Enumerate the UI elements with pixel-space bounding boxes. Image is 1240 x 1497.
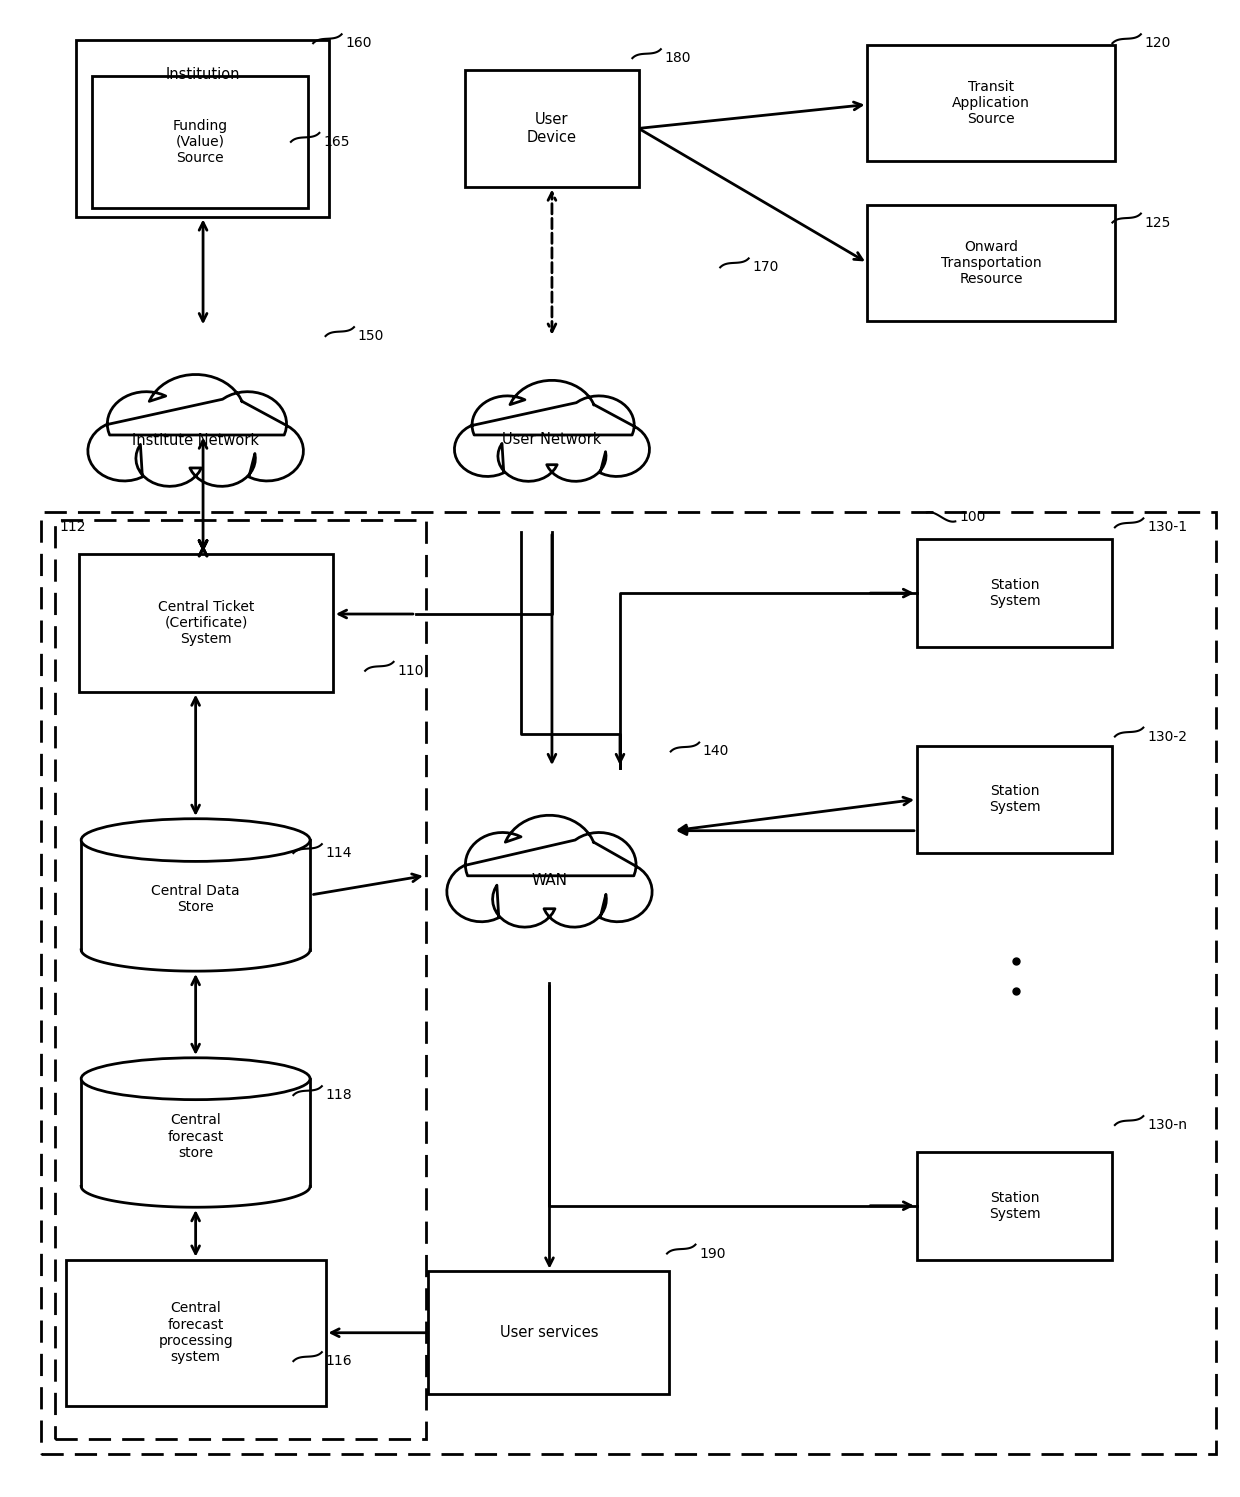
Text: 114: 114: [326, 846, 352, 861]
Ellipse shape: [81, 819, 310, 861]
Text: Central Data
Store: Central Data Store: [151, 885, 241, 915]
Bar: [66, 1259, 326, 1406]
Ellipse shape: [81, 1058, 310, 1100]
Text: Station
System: Station System: [988, 578, 1040, 608]
Bar: [81, 840, 310, 949]
Ellipse shape: [81, 819, 310, 861]
Polygon shape: [446, 816, 652, 927]
Text: 140: 140: [703, 744, 729, 759]
Text: 100: 100: [959, 510, 986, 524]
Text: Funding
(Value)
Source: Funding (Value) Source: [172, 118, 227, 165]
Text: Central
forecast
processing
system: Central forecast processing system: [159, 1301, 233, 1364]
Polygon shape: [88, 374, 304, 487]
Text: 110: 110: [397, 663, 424, 678]
Bar: [81, 1079, 310, 1186]
Bar: [428, 1271, 670, 1394]
Text: 180: 180: [665, 51, 691, 66]
Text: Institute Network: Institute Network: [133, 433, 259, 448]
Text: 130-1: 130-1: [1147, 521, 1187, 534]
Bar: [79, 554, 334, 692]
Text: Station
System: Station System: [988, 1190, 1040, 1222]
Text: 116: 116: [326, 1355, 352, 1368]
Text: 130-n: 130-n: [1147, 1118, 1187, 1132]
Text: WAN: WAN: [532, 873, 568, 888]
Text: Central Ticket
(Certificate)
System: Central Ticket (Certificate) System: [157, 600, 254, 647]
Text: 165: 165: [324, 135, 350, 148]
Bar: [55, 519, 425, 1439]
Text: 170: 170: [753, 260, 779, 274]
Text: Central
forecast
store: Central forecast store: [167, 1114, 224, 1160]
Text: Transit
Application
Source: Transit Application Source: [952, 79, 1030, 126]
Bar: [916, 746, 1112, 853]
Text: Institution: Institution: [166, 67, 241, 82]
Bar: [92, 76, 309, 208]
Bar: [41, 512, 1216, 1454]
Bar: [916, 1151, 1112, 1259]
Text: 118: 118: [326, 1088, 352, 1102]
Text: 130-2: 130-2: [1147, 729, 1187, 744]
Text: 125: 125: [1145, 216, 1171, 229]
Text: 112: 112: [60, 521, 86, 534]
Text: 120: 120: [1145, 36, 1171, 51]
Text: 150: 150: [357, 329, 384, 343]
Text: 190: 190: [699, 1247, 725, 1260]
Text: User
Device: User Device: [527, 112, 577, 145]
Bar: [916, 539, 1112, 647]
Text: User Network: User Network: [502, 433, 601, 448]
Text: User services: User services: [500, 1325, 598, 1340]
Text: 160: 160: [345, 36, 372, 51]
Polygon shape: [454, 380, 650, 482]
Bar: [76, 40, 330, 217]
Text: Onward
Transportation
Resource: Onward Transportation Resource: [941, 240, 1042, 286]
Bar: [868, 205, 1115, 322]
Text: Station
System: Station System: [988, 784, 1040, 814]
Ellipse shape: [81, 1058, 310, 1100]
Bar: [868, 45, 1115, 162]
Bar: [465, 70, 639, 187]
